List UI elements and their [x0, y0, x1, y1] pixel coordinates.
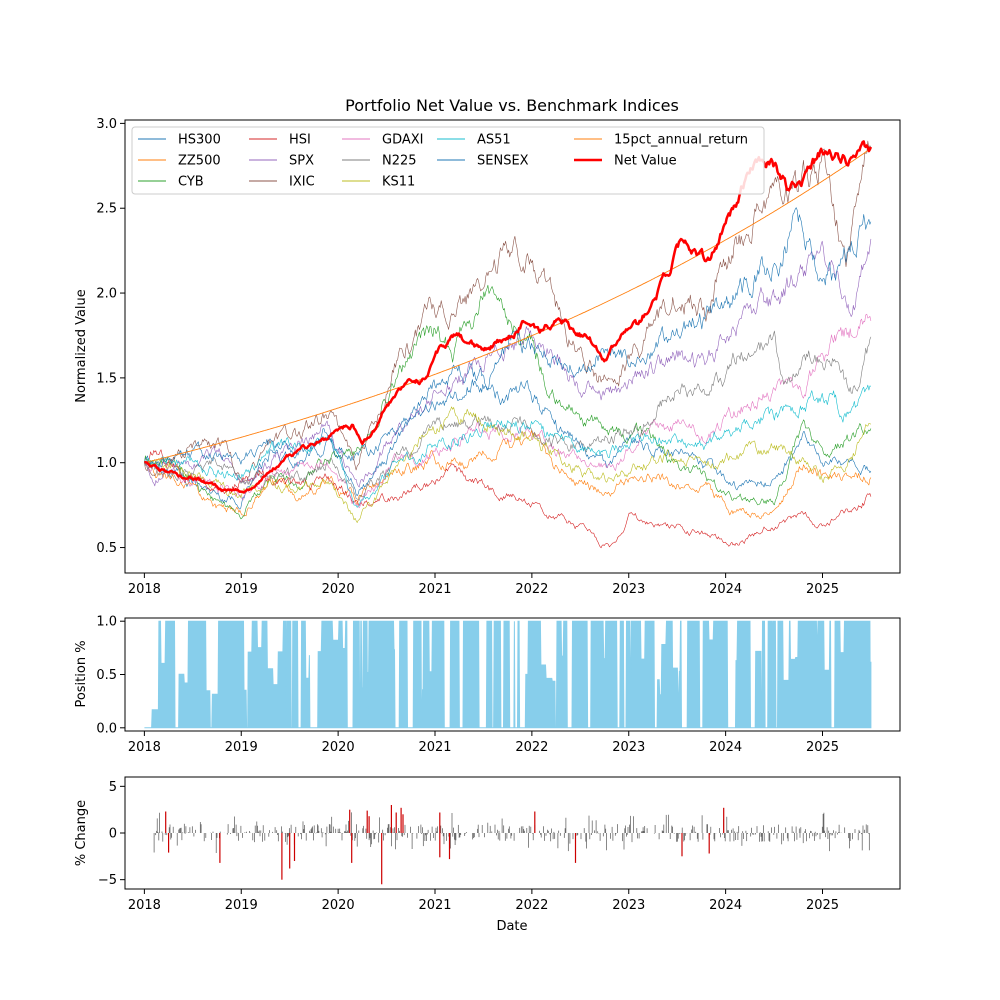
legend-label: ZZ500: [178, 154, 221, 169]
main-y-tick-label: 2.5: [96, 202, 117, 217]
legend-label: AS51: [477, 133, 511, 148]
chart-title: Portfolio Net Value vs. Benchmark Indice…: [345, 96, 679, 115]
position-area: [144, 620, 872, 729]
legend-label: N225: [382, 154, 417, 169]
legend-label: 15pct_annual_return: [614, 133, 748, 148]
position-y-axis-label: Position %: [74, 640, 89, 707]
series-line-as51: [144, 384, 872, 508]
series-line-15pct-annual-return: [144, 148, 872, 464]
change-x-tick-label: 2020: [322, 898, 355, 913]
change-x-tick-label: 2021: [418, 898, 451, 913]
main-y-tick-label: 1.5: [96, 371, 117, 386]
change-x-tick-label: 2023: [612, 898, 645, 913]
legend: HS300 ZZ500 CYB HSI SPX IXIC GDAXI N225 KS11 AS51…: [131, 126, 765, 195]
position-x-tick-label: 2025: [806, 740, 839, 755]
main-y-tick-label: 3.0: [96, 117, 117, 132]
series-line-ks11: [144, 406, 872, 523]
position-y-tick-label: 0.5: [96, 668, 117, 683]
position-y-tick-label: 1.0: [96, 615, 117, 630]
position-x-tick-label: 2019: [225, 740, 258, 755]
position-x-tick-label: 2023: [612, 740, 645, 755]
series-line-spx: [144, 238, 872, 488]
series-line-n225: [144, 330, 872, 501]
main-x-tick-label: 2019: [225, 582, 258, 597]
legend-label: SENSEX: [477, 154, 529, 169]
main-x-tick-label: 2024: [709, 582, 742, 597]
main-x-tick-label: 2021: [418, 582, 451, 597]
legend-label: GDAXI: [382, 133, 424, 148]
series-line-cyb: [144, 284, 872, 520]
legend-label: CYB: [178, 175, 204, 190]
main-x-tick-label: 2022: [515, 582, 548, 597]
series-line-zz500: [144, 430, 872, 520]
change-y-axis-label: % Change: [74, 800, 89, 866]
legend-label: Net Value: [614, 154, 677, 169]
change-x-tick-label: 2022: [515, 898, 548, 913]
position-x-tick-label: 2024: [709, 740, 742, 755]
main-y-tick-label: 0.5: [96, 541, 117, 556]
main-y-tick-label: 2.0: [96, 287, 117, 302]
series-line-ixic: [144, 140, 872, 483]
main-axes-frame: [124, 119, 901, 574]
position-x-tick-label: 2021: [418, 740, 451, 755]
legend-label: HSI: [289, 133, 311, 148]
series-line-hsi: [144, 449, 872, 549]
net-value-panel: 2018 2019 2020 2021 2022 2023 2024 2025 0.5 1.0 1…: [74, 117, 901, 597]
position-y-tick-label: 0.0: [96, 721, 117, 736]
change-y-tick-label: 0: [109, 827, 117, 842]
change-y-tick-label: 5: [109, 780, 117, 795]
main-x-tick-label: 2023: [612, 582, 645, 597]
main-y-axis-label: Normalized Value: [74, 289, 89, 403]
series-line-gdaxi: [144, 313, 872, 509]
change-panel: 2018 2019 2020 2021 2022 2023 2024 2025 −5 0 5 % …: [74, 776, 901, 934]
main-x-tick-label: 2018: [128, 582, 161, 597]
change-x-tick-label: 2025: [806, 898, 839, 913]
change-x-axis-label: Date: [496, 919, 527, 934]
legend-label: HS300: [178, 133, 221, 148]
change-y-tick-label: −5: [98, 873, 117, 888]
main-x-tick-label: 2025: [806, 582, 839, 597]
position-x-tick-label: 2020: [322, 740, 355, 755]
series-line-hs300: [144, 363, 872, 510]
legend-label: KS11: [382, 175, 415, 190]
position-x-tick-label: 2018: [128, 740, 161, 755]
series-line-sensex: [144, 207, 872, 496]
position-x-tick-label: 2022: [515, 740, 548, 755]
change-x-tick-label: 2019: [225, 898, 258, 913]
position-panel: 2018 2019 2020 2021 2022 2023 2024 2025 0.0 0.5 1…: [74, 615, 901, 755]
legend-label: SPX: [289, 154, 314, 169]
main-y-tick-label: 1.0: [96, 456, 117, 471]
change-axes-frame: [124, 776, 901, 890]
main-x-tick-label: 2020: [322, 582, 355, 597]
change-x-tick-label: 2024: [709, 898, 742, 913]
legend-label: IXIC: [289, 175, 315, 190]
change-x-tick-label: 2018: [128, 898, 161, 913]
